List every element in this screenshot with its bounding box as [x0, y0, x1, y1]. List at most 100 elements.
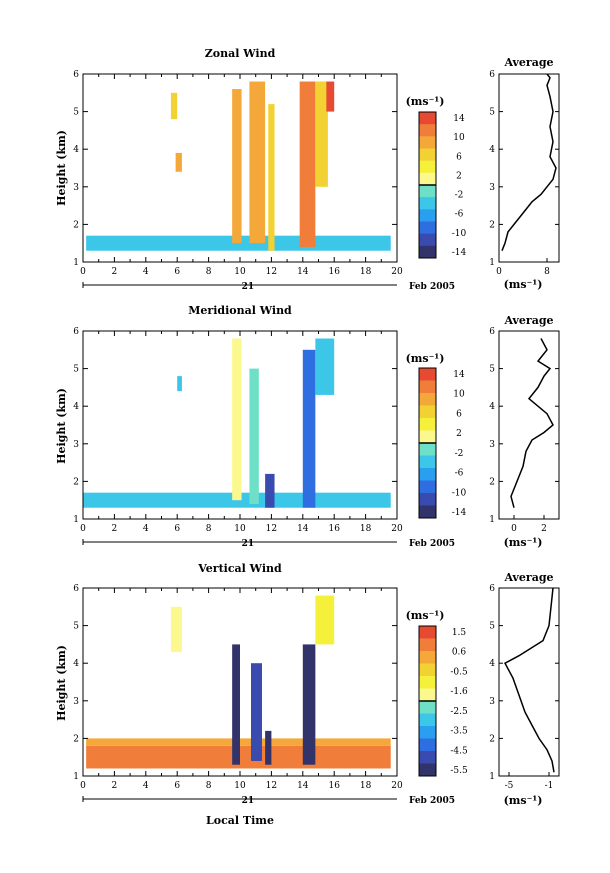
colorbar-segment [419, 380, 436, 394]
data-cell [175, 152, 182, 172]
y-tick-label: 2 [73, 220, 79, 230]
colorbar-segment [419, 455, 436, 469]
colorbar-segment [419, 493, 436, 506]
x-tick-label: 20 [391, 267, 403, 277]
colorbar-segment [419, 148, 436, 162]
x-tick-label: 16 [328, 524, 340, 534]
avg-y-tick-label: 3 [489, 440, 495, 450]
data-cell [299, 81, 316, 247]
colorbar-segment [419, 663, 436, 677]
panel-zonal: Zonal Wind Height (km) 0 2 4 6 8 10 12 14 16 18 20… [55, 47, 560, 292]
data-cell [326, 81, 335, 112]
colorbar-segment [419, 651, 436, 664]
y-tick-label: 6 [73, 327, 79, 337]
colorbar-segment [419, 468, 436, 481]
colorbar-segment [419, 245, 436, 259]
y-tick-label: 3 [73, 440, 79, 450]
x-tick-label: 20 [391, 524, 403, 534]
colorbar-segment [419, 701, 436, 714]
colorbar-segment [419, 221, 436, 235]
avg-x-tick-label: 0 [496, 267, 502, 277]
colorbar-tick-label: -14 [452, 248, 467, 258]
colorbar-unit: (ms⁻¹) [406, 609, 445, 622]
colorbar-segment [419, 368, 436, 381]
x-tick-label: 0 [80, 781, 86, 791]
colorbar-segment [419, 505, 436, 519]
panel-vertical: Vertical Wind Height (km) 0 2 4 6 8 10 12 14 16 1… [55, 562, 560, 827]
avg-y-tick-label: 6 [489, 327, 495, 337]
y-tick-label: 4 [73, 402, 79, 412]
x-tick-label: 2 [112, 781, 118, 791]
colorbar-segment [419, 209, 436, 222]
data-cell [170, 606, 182, 652]
y-tick-label: 4 [73, 145, 79, 155]
y-tick-label: 6 [73, 584, 79, 594]
colorbar-segment [419, 112, 436, 125]
data-cell [315, 338, 335, 395]
avg-y-tick-label: 3 [489, 183, 495, 193]
colorbar-tick-label: 0.6 [452, 648, 467, 658]
colorbar-tick-label: -14 [452, 508, 467, 518]
y-tick-label: 2 [73, 734, 79, 744]
x-tick-label: 14 [297, 524, 309, 534]
x-tick-label: 14 [297, 781, 309, 791]
colorbar-tick-label: -0.5 [450, 667, 468, 677]
colorbar-tick-label: 14 [453, 114, 465, 124]
avg-unit: (ms⁻¹) [504, 536, 543, 549]
panel-title: Zonal Wind [205, 47, 276, 60]
x-tick-label: 4 [143, 781, 149, 791]
x-tick-label: 8 [206, 267, 212, 277]
colorbar: 14 10 6 2 -2 -6 -10 -14 [418, 111, 467, 259]
colorbar-tick-label: -4.5 [450, 746, 468, 756]
y-tick-label: 1 [73, 258, 79, 268]
colorbar-tick-label: -6 [455, 469, 464, 479]
colorbar-tick-label: 2 [456, 429, 462, 439]
avg-y-tick-label: 6 [489, 70, 495, 80]
panel-title: Meridional Wind [188, 304, 292, 317]
avg-x-tick-label: 2 [541, 524, 547, 534]
colorbar-segment [419, 726, 436, 739]
avg-title: Average [503, 56, 553, 69]
colorbar-unit: (ms⁻¹) [406, 95, 445, 108]
avg-y-tick-label: 5 [489, 365, 495, 375]
colorbar-tick-label: -5.5 [450, 766, 468, 776]
date-day-label: 21 [242, 282, 255, 292]
x-tick-label: 4 [143, 524, 149, 534]
panel-title: Vertical Wind [197, 562, 282, 575]
avg-y-tick-label: 4 [489, 659, 495, 669]
y-tick-label: 2 [73, 477, 79, 487]
colorbar-segment [419, 676, 436, 689]
x-tick-label: 18 [360, 781, 372, 791]
colorbar-tick-label: -3.5 [450, 727, 468, 737]
data-cell [177, 376, 182, 392]
data-cell [232, 338, 242, 501]
x-tick-label: 6 [174, 267, 180, 277]
colorbar-segment [419, 738, 436, 752]
colorbar-tick-label: -2.5 [450, 707, 468, 717]
avg-y-tick-label: 1 [489, 772, 495, 782]
colorbar-segment [419, 763, 436, 777]
colorbar-segment [419, 443, 436, 456]
avg-x-tick-label: -1 [545, 781, 554, 791]
colorbar-segment [419, 638, 436, 652]
avg-y-tick-label: 6 [489, 584, 495, 594]
y-tick-label: 5 [73, 108, 79, 118]
x-tick-label: 10 [234, 524, 246, 534]
colorbar-segment [419, 688, 436, 702]
y-axis-label: Height (km) [55, 130, 68, 206]
avg-y-tick-label: 1 [489, 515, 495, 525]
colorbar-tick-label: -2 [455, 449, 464, 459]
x-tick-label: 6 [174, 524, 180, 534]
y-tick-label: 5 [73, 622, 79, 632]
data-cell [170, 92, 178, 120]
colorbar-segment [419, 136, 436, 149]
x-tick-label: 12 [266, 524, 277, 534]
avg-x-tick-label: 0 [511, 524, 517, 534]
avg-frame [498, 330, 560, 520]
avg-x-tick-label: 8 [544, 267, 550, 277]
x-tick-label: 2 [112, 267, 118, 277]
colorbar-segment [419, 124, 436, 137]
panel-meridional: Meridional Wind Height (km) 0 2 4 6 8 10 12 14 1… [55, 304, 560, 549]
date-month-label: Feb 2005 [409, 539, 455, 549]
